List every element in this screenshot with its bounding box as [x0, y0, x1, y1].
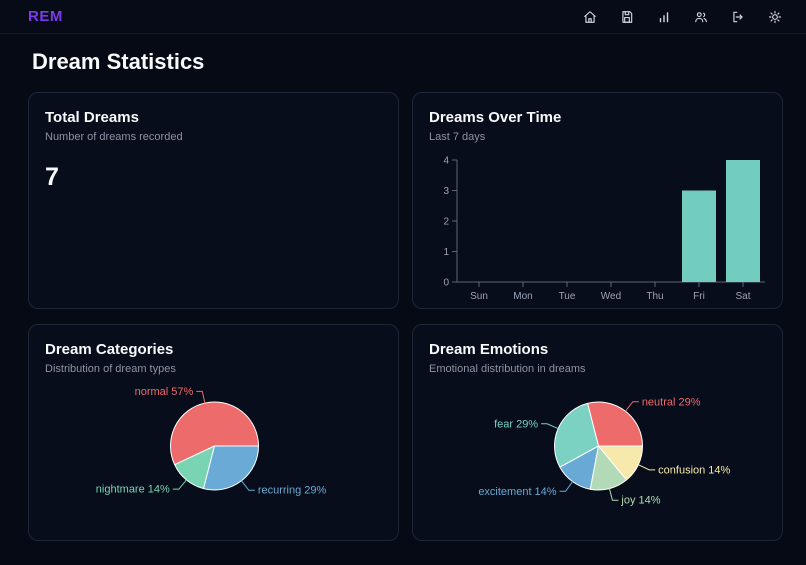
pie-label-line-recurring: [241, 480, 255, 491]
top-navigation-bar: REM: [0, 0, 806, 34]
pie-slice-fear[interactable]: [554, 402, 599, 468]
x-tick-label: Fri: [693, 291, 705, 302]
pie-label-line-excitement: [559, 481, 574, 492]
pie-label-fear: fear 29%: [494, 418, 538, 430]
dreams-over-time-bar-chart: 0 1 2 3 4 Sun Mon Tue Wed Thu Fri Sat: [443, 156, 765, 302]
card-subtitle: Distribution of dream types: [45, 363, 176, 375]
bar-Fri[interactable]: [682, 190, 716, 283]
card-title: Dream Categories: [45, 341, 174, 358]
x-tick-label: Mon: [513, 291, 532, 302]
card-title: Dreams Over Time: [429, 109, 562, 126]
y-tick-label: 2: [443, 217, 449, 228]
total-dreams-value: 7: [45, 163, 59, 191]
bar-Sat[interactable]: [726, 160, 760, 282]
x-tick-label: Sun: [470, 291, 488, 302]
page-title: Dream Statistics: [32, 49, 205, 74]
dream-emotions-pie-chart: neutral 29% fear 29% excitement 14% joy 14%…: [478, 396, 730, 507]
x-tick-label: Tue: [559, 291, 576, 302]
dreams-over-time-card: Dreams Over Time Last 7 days 0 1 2 3 4 Sun Mon…: [412, 92, 783, 309]
y-tick-label: 1: [443, 247, 449, 258]
pie-label-joy: joy 14%: [620, 495, 660, 507]
dream-categories-card: Dream Categories Distribution of dream t…: [28, 324, 399, 541]
x-tick-label: Thu: [646, 291, 663, 302]
card-subtitle: Emotional distribution in dreams: [429, 363, 586, 375]
card-subtitle: Number of dreams recorded: [45, 131, 183, 143]
pie-label-line-nightmare: [172, 479, 187, 490]
app-logo[interactable]: REM: [28, 8, 63, 25]
pie-label-line-normal: [196, 390, 206, 404]
pie-label-neutral: neutral 29%: [642, 396, 701, 408]
theme-icon[interactable]: [767, 9, 782, 24]
pie-label-nightmare: nightmare 14%: [96, 484, 170, 496]
stats-icon[interactable]: [656, 9, 671, 24]
pie-label-line-joy: [608, 488, 619, 501]
pie-label-normal: normal 57%: [135, 386, 194, 398]
pie-slice-recurring[interactable]: [203, 445, 259, 491]
x-tick-label: Wed: [601, 291, 621, 302]
card-subtitle: Last 7 days: [429, 131, 486, 143]
card-title: Total Dreams: [45, 109, 139, 126]
dashboard-grid: Total Dreams Number of dreams recorded 7…: [0, 92, 806, 541]
card-title: Dream Emotions: [429, 341, 549, 358]
nav-icon-group: [582, 9, 782, 24]
community-icon[interactable]: [693, 9, 708, 24]
pie-label-line-fear: [541, 423, 559, 429]
home-icon[interactable]: [582, 9, 597, 24]
pie-label-line-neutral: [625, 401, 639, 412]
dream-categories-pie-chart: normal 57% nightmare 14% recurring 29%: [96, 386, 327, 497]
journal-icon[interactable]: [619, 9, 634, 24]
y-tick-label: 3: [443, 186, 449, 197]
dream-emotions-card: Dream Emotions Emotional distribution in…: [412, 324, 783, 541]
pie-label-excitement: excitement 14%: [478, 486, 556, 498]
pie-slice-neutral[interactable]: [587, 401, 643, 447]
pie-label-confusion: confusion 14%: [658, 464, 730, 476]
total-dreams-card: Total Dreams Number of dreams recorded 7: [28, 92, 399, 309]
pie-label-recurring: recurring 29%: [258, 485, 327, 497]
pie-slice-normal[interactable]: [170, 401, 259, 466]
logout-icon[interactable]: [730, 9, 745, 24]
pie-label-line-confusion: [638, 464, 656, 471]
y-tick-label: 4: [443, 156, 449, 167]
x-tick-label: Sat: [735, 291, 750, 302]
y-tick-label: 0: [443, 278, 449, 289]
